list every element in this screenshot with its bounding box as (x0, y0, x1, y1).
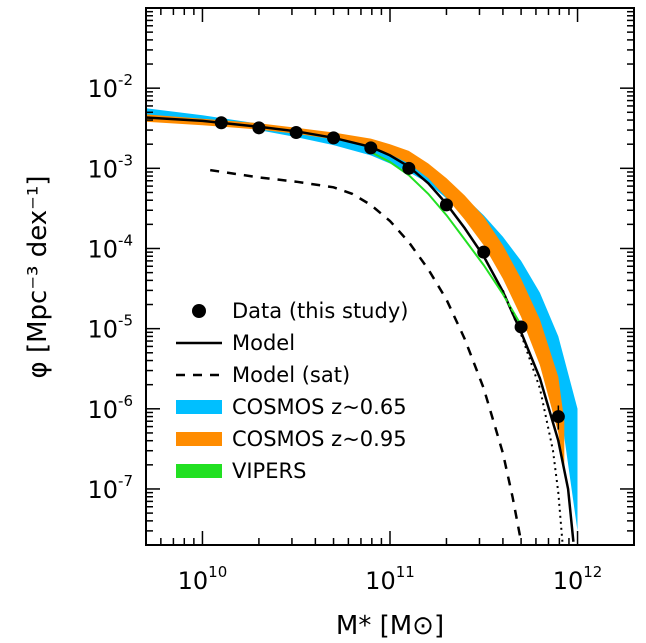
x-tick-label: 1011 (365, 563, 415, 595)
legend-marker-cosmos-065 (176, 400, 222, 414)
data-point (439, 198, 453, 212)
data-point (364, 141, 378, 155)
x-axis-label: M* [M⊙] (336, 611, 444, 641)
y-tick-label: 10-6 (87, 392, 133, 424)
line-series-5 (370, 151, 522, 326)
line-series-2 (210, 168, 523, 542)
data-point (402, 161, 416, 175)
x-tick-label: 1010 (178, 563, 228, 595)
y-axis-label: φ [Mpc⁻³ dex⁻¹] (23, 176, 53, 379)
data-point (477, 245, 491, 259)
tick-label-layer: 1010 1011 1012 10-7 10-6 10-5 10-4 10-3 10-2 (87, 71, 602, 595)
line-layer (145, 116, 575, 542)
point-layer (214, 116, 565, 430)
band-layer (146, 108, 578, 531)
band-series-4 (146, 114, 565, 475)
data-point (252, 121, 266, 135)
legend: Data (this study) Model Model (sat) COSM… (176, 299, 408, 483)
y-tick-label: 10-3 (87, 151, 133, 183)
legend-label-cosmos-065: COSMOS z~0.65 (232, 395, 407, 419)
x-tick-label: 1012 (553, 563, 603, 595)
legend-label-cosmos-095: COSMOS z~0.95 (232, 427, 407, 451)
legend-label-model-sat: Model (sat) (232, 363, 350, 387)
y-tick-label: 10-5 (87, 312, 133, 344)
legend-marker-data (192, 304, 206, 318)
tick-layer (145, 8, 635, 546)
legend-label-data: Data (this study) (232, 299, 408, 323)
legend-marker-cosmos-095 (176, 432, 222, 446)
legend-marker-vipers (176, 464, 222, 478)
legend-label-vipers: VIPERS (232, 459, 306, 483)
data-point (327, 131, 341, 145)
data-point (551, 410, 565, 424)
data-point (289, 125, 303, 139)
y-tick-label: 10-7 (87, 472, 133, 504)
data-point (514, 320, 528, 334)
y-tick-label: 10-2 (87, 71, 133, 103)
legend-label-model: Model (232, 331, 295, 355)
data-point (214, 116, 228, 130)
y-tick-label: 10-4 (87, 231, 133, 263)
